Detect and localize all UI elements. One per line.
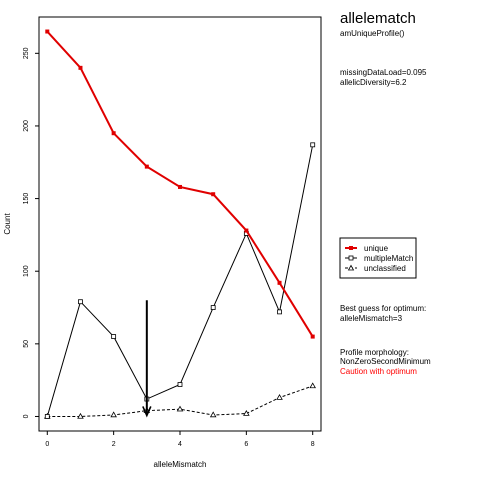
legend-marker-unclassified (347, 264, 355, 271)
morphology-label: Profile morphology: (340, 348, 409, 357)
allelic-diversity: allelicDiversity=6.2 (340, 78, 407, 87)
series-line-unclassified (47, 385, 313, 417)
data-point-unclassified (209, 411, 217, 418)
y-axis-label: Count (3, 213, 12, 235)
series-multiplematch (44, 142, 316, 419)
data-point-unique (310, 334, 315, 339)
legend-label-unique: unique (364, 244, 389, 253)
data-point-multiplematch (78, 299, 83, 305)
data-point-unclassified (309, 382, 316, 389)
data-point-unclassified (243, 409, 250, 416)
best-guess-label: Best guess for optimum: (340, 304, 427, 313)
data-point-unique (178, 184, 182, 189)
data-point-unique (45, 29, 50, 34)
data-point-multiplematch (210, 305, 216, 310)
data-point-multiplematch (310, 142, 316, 148)
data-point-unique (78, 65, 83, 70)
y-tick-label: 0 (23, 414, 30, 418)
legend-label-multiplematch: multipleMatch (364, 254, 413, 263)
data-point-multiplematch (277, 309, 282, 315)
data-point-unique (111, 131, 116, 136)
axes: 0 2 4 6 8 0 50 100 150 200 250 (23, 47, 315, 448)
data-point-multiplematch (44, 414, 50, 419)
x-axis-label: alleleMismatch (154, 460, 207, 469)
plot-frame (38, 16, 322, 432)
data-point-unclassified (276, 393, 283, 400)
series-layer (44, 29, 316, 419)
legend: unique multipleMatch unclassified (339, 237, 417, 279)
x-tick-label: 4 (178, 441, 182, 448)
data-point-unique (211, 192, 216, 197)
x-tick-label: 0 (45, 441, 49, 448)
y-tick-label: 100 (23, 265, 30, 277)
y-tick-label: 250 (23, 47, 30, 59)
data-point-unique (144, 164, 149, 169)
data-point-unclassified (176, 405, 184, 412)
y-tick-label: 50 (23, 340, 30, 348)
data-point-unique (244, 228, 249, 233)
data-point-unclassified (110, 411, 117, 418)
optimum-arrow (142, 300, 152, 418)
y-tick-label: 200 (23, 120, 30, 132)
data-point-multiplematch (111, 334, 117, 339)
legend-marker-unique (349, 246, 353, 250)
x-tick-label: 2 (112, 441, 116, 448)
x-tick-label: 8 (311, 441, 315, 448)
app-title: allelematch (340, 10, 416, 27)
series-line-unique (46, 30, 314, 338)
missing-data-load: missingDataLoad=0.095 (340, 68, 427, 77)
morphology-value: NonZeroSecondMinimum (340, 357, 431, 366)
optimum-arrow-head (142, 406, 152, 418)
y-tick-label: 150 (23, 193, 30, 205)
best-guess-value: alleleMismatch=3 (340, 314, 403, 323)
data-point-multiplematch (177, 382, 183, 387)
data-point-unique (277, 280, 282, 285)
series-unique (45, 29, 315, 339)
x-tick-label: 6 (244, 441, 248, 448)
caution-text: Caution with optimum (340, 367, 417, 376)
legend-label-unclassified: unclassified (364, 264, 406, 273)
legend-marker-multiplematch (348, 255, 354, 261)
data-point-unclassified (77, 412, 84, 419)
function-subtitle: amUniqueProfile() (340, 29, 405, 38)
series-unclassified (44, 382, 316, 419)
